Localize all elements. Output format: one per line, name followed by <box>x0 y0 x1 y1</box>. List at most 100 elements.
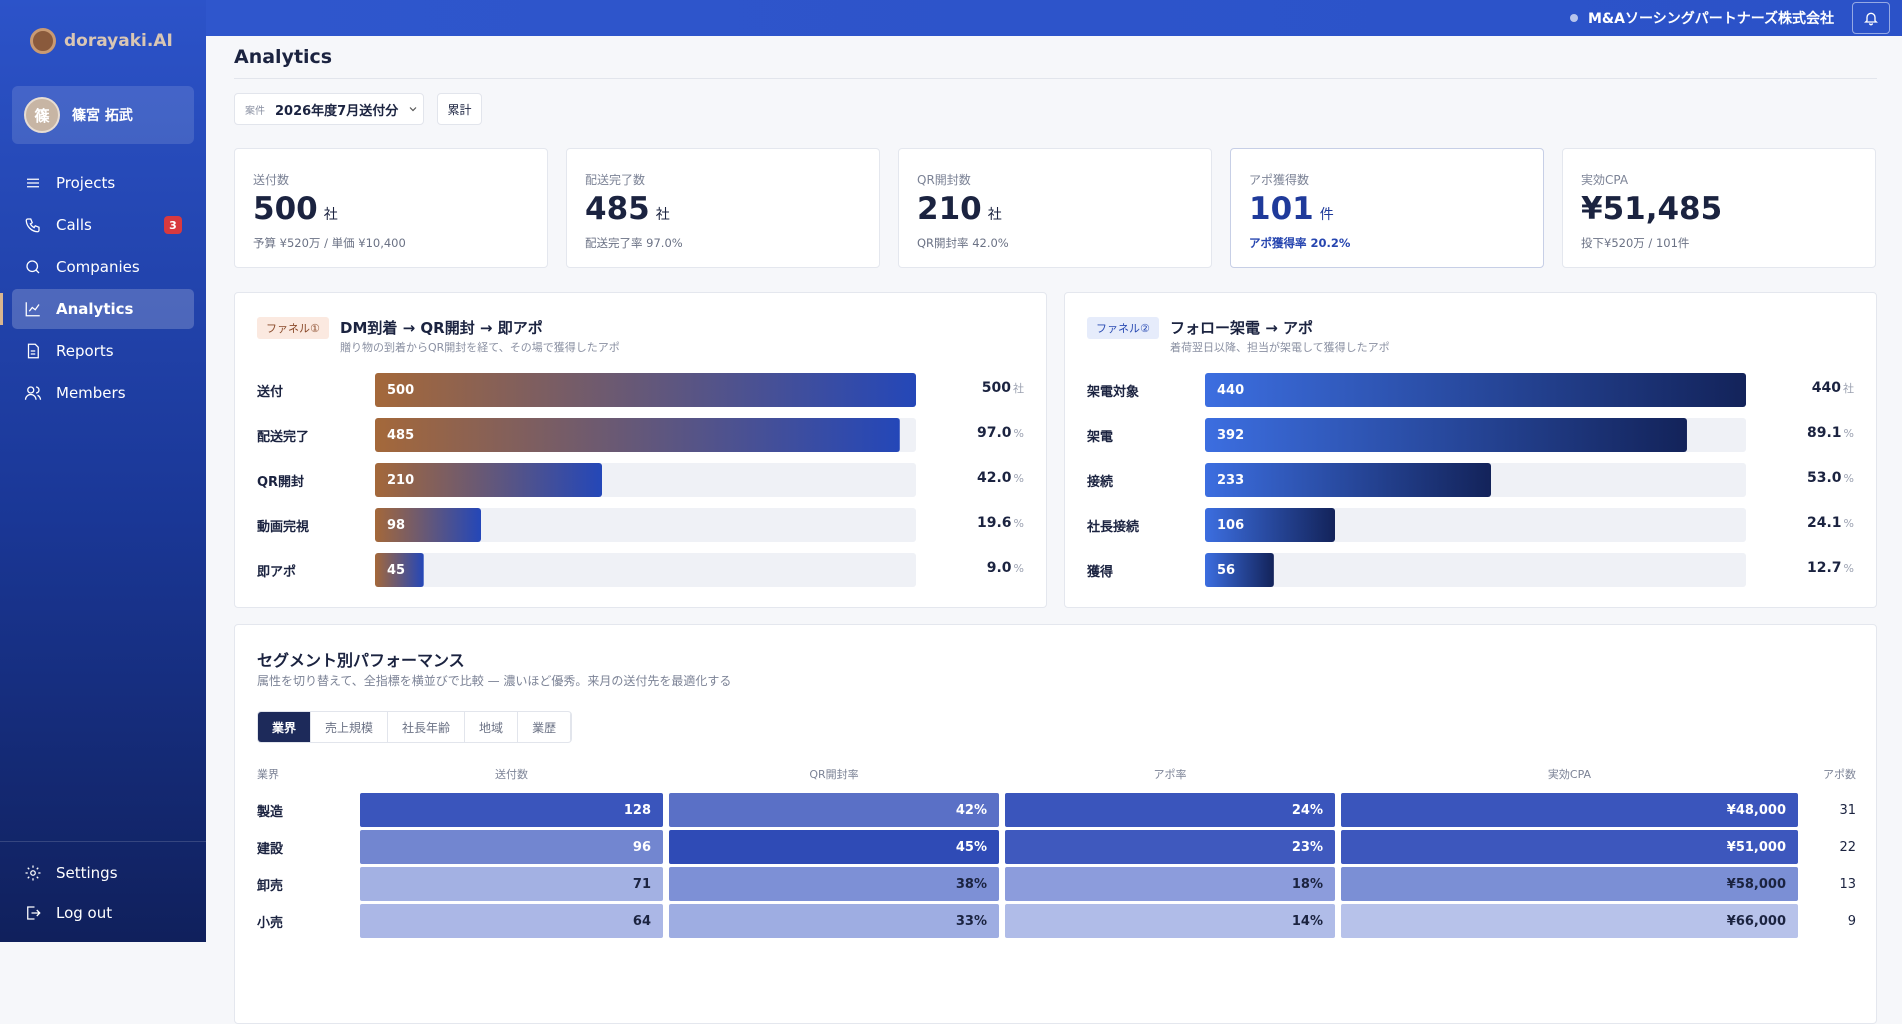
heat-cell: 71 <box>360 867 663 901</box>
funnel-subtitle: 贈り物の到着からQR開封を経て、その場で獲得したアポ <box>340 341 620 354</box>
row-label: 製造 <box>257 804 284 820</box>
bar-label: 485 <box>387 427 415 443</box>
bar-label: 45 <box>387 562 406 578</box>
rate-value: 9.0 <box>986 560 1012 576</box>
funnel-label: 架電 <box>1087 430 1114 445</box>
funnel-label: 社長接続 <box>1087 520 1140 535</box>
funnel-rate: 500 社 <box>982 380 1024 396</box>
funnel-track: 500 <box>375 373 916 407</box>
kpi-unit: 社 <box>987 207 1002 223</box>
rate-value: 440 <box>1811 380 1841 396</box>
nav-icon <box>24 386 42 400</box>
funnel-bar: 485 <box>375 418 900 452</box>
nav-label: Log out <box>56 904 113 922</box>
tab[interactable]: 社長年齢 <box>388 712 466 742</box>
nav-item[interactable]: Analytics <box>0 289 194 329</box>
project-select[interactable]: 案件 2026年度7月送付分 <box>234 93 424 125</box>
funnel-bar: 440 <box>1205 373 1746 407</box>
user-card[interactable]: 篠篠宮 拓武 <box>12 86 194 144</box>
heat-cell: ¥48,000 <box>1341 793 1798 827</box>
table-row: 建設 96 45% 23% ¥51,000 22 <box>257 830 1856 864</box>
funnel-track: 392 <box>1205 418 1746 452</box>
kpi-label: アポ獲得数 <box>1249 173 1310 187</box>
cumulative-button[interactable]: 累計 <box>437 93 482 125</box>
kpi-unit: 件 <box>1319 207 1334 223</box>
kpi-value: 101 <box>1249 191 1314 227</box>
avatar: 篠 <box>24 97 60 133</box>
tab[interactable]: 業界 <box>258 712 312 742</box>
nav-label: Projects <box>56 174 116 192</box>
topbar: M&Aソーシングパートナーズ株式会社 <box>206 0 1902 36</box>
funnel-rate: 12.7% <box>1807 560 1854 576</box>
rate-value: 53.0 <box>1807 470 1842 486</box>
heat-cell: 23% <box>1005 830 1335 864</box>
nav-icon <box>27 906 41 920</box>
notifications[interactable] <box>1852 2 1890 34</box>
rate-unit: % <box>1013 562 1024 575</box>
nav-icon <box>25 302 40 317</box>
nav-item[interactable]: Log out <box>12 893 194 933</box>
table-row: 卸売 71 38% 18% ¥58,000 13 <box>257 867 1856 901</box>
brand[interactable]: dorayaki.AI <box>30 28 173 54</box>
table-row: 製造 128 42% 24% ¥48,000 31 <box>257 793 1856 827</box>
funnel-track: 440 <box>1205 373 1746 407</box>
bar-label: 440 <box>1217 382 1245 398</box>
funnel-bar: 233 <box>1205 463 1492 497</box>
nav-item[interactable]: Members <box>12 373 194 413</box>
funnel-card: ファネル② フォロー架電 → アポ 着荷翌日以降、担当が架電して獲得したアポ 架電対象… <box>1064 292 1877 608</box>
nav-item[interactable]: Projects <box>12 163 194 203</box>
kpi-value: 485 <box>585 191 650 227</box>
kpi-note: アポ獲得率 20.2% <box>1249 236 1351 250</box>
segment-subtitle: 属性を切り替えて、全指標を横並びで比較 — 濃いほど優秀。来月の送付先を最適化す… <box>257 674 732 688</box>
funnel-bar: 210 <box>375 463 603 497</box>
rate-value: 19.6 <box>977 515 1012 531</box>
bar-label: 98 <box>387 517 406 533</box>
heat-cell: ¥51,000 <box>1341 830 1798 864</box>
funnel-track: 233 <box>1205 463 1746 497</box>
funnel-rate: 53.0% <box>1807 470 1854 486</box>
nav-item[interactable]: Settings <box>12 853 194 893</box>
nav-item[interactable]: Calls 3 <box>12 205 194 245</box>
funnel-tag: ファネル② <box>1087 317 1159 339</box>
bar-label: 233 <box>1217 472 1245 488</box>
funnel-rate: 89.1% <box>1807 425 1854 441</box>
rate-value: 42.0 <box>977 470 1012 486</box>
company[interactable]: M&Aソーシングパートナーズ株式会社 <box>1570 0 1834 36</box>
funnel-label: 接続 <box>1087 475 1114 490</box>
kpi-unit: 社 <box>323 207 338 223</box>
rate-unit: % <box>1843 517 1854 530</box>
rate-unit: % <box>1013 517 1024 530</box>
row-count: 9 <box>1847 913 1856 929</box>
bell-icon <box>1864 12 1878 26</box>
kpi-card: 実効CPA ¥51,485 投下¥520万 / 101件 <box>1562 148 1876 268</box>
kpi-value: 500 <box>253 191 318 227</box>
heat-cell: 18% <box>1005 867 1335 901</box>
rate-unit: % <box>1013 427 1024 440</box>
rate-value: 12.7 <box>1807 560 1842 576</box>
kpi-value: ¥51,485 <box>1581 191 1723 227</box>
rate-unit: % <box>1843 562 1854 575</box>
nav-icon <box>25 865 41 881</box>
nav-label: Analytics <box>56 300 134 318</box>
segment-card: セグメント別パフォーマンス 属性を切り替えて、全指標を横並びで比較 — 濃いほど優… <box>234 624 1877 1024</box>
brand-name: dorayaki.AI <box>64 31 173 51</box>
kpi-note: QR開封率 42.0% <box>917 236 1009 250</box>
kpi-value: 210 <box>917 191 982 227</box>
company-name: M&Aソーシングパートナーズ株式会社 <box>1588 11 1834 27</box>
funnel-bar: 98 <box>375 508 482 542</box>
rate-unit: 社 <box>1013 382 1024 395</box>
nav-item[interactable]: Companies <box>12 247 194 287</box>
tab[interactable]: 業歴 <box>518 712 572 742</box>
nav-label: Settings <box>56 864 118 882</box>
filter-value: 2026年度7月送付分 <box>275 103 399 119</box>
funnel-track: 56 <box>1205 553 1746 587</box>
kpi-label: QR開封数 <box>917 173 971 187</box>
nav-item[interactable]: Reports <box>12 331 194 371</box>
funnel-bar: 106 <box>1205 508 1336 542</box>
column-header: アポ率 <box>1153 768 1187 781</box>
tab[interactable]: 売上規模 <box>311 712 389 742</box>
tab[interactable]: 地域 <box>465 712 519 742</box>
funnel-track: 45 <box>375 553 916 587</box>
kpi-note: 配送完了率 97.0% <box>585 236 683 250</box>
